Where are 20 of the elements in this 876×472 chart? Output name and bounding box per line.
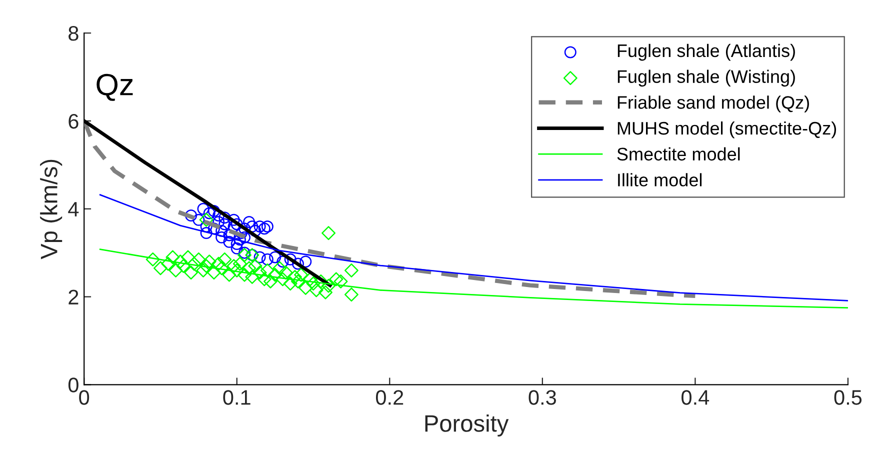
y-tick-label: 4	[68, 202, 79, 216]
y-axis-title: Vp (km/s)	[40, 160, 62, 260]
x-tick-label: 0.4	[682, 390, 710, 405]
annotation: Qz	[96, 74, 133, 101]
y-tick-label: 0	[68, 378, 78, 392]
x-tick-label: 0	[79, 390, 90, 405]
y-tick-label: 2	[68, 290, 78, 304]
x-tick-label: 0.1	[223, 390, 250, 405]
y-tick-label: 8	[68, 26, 78, 41]
legend-label: Fuglen shale (Wisting)	[618, 70, 795, 87]
x-tick-label: 0.5	[834, 390, 862, 405]
legend-label: Illite model	[618, 173, 702, 186]
legend-label: Fuglen shale (Atlantis)	[618, 44, 795, 61]
legend-label: Friable sand model (Qz)	[618, 96, 809, 112]
x-tick-label: 0.2	[376, 390, 404, 405]
x-axis-title: Porosity	[425, 414, 509, 437]
legend-label: MUHS model (smectite-Qz)	[618, 121, 836, 138]
legend-label: Smectite model	[617, 147, 740, 161]
y-tick-label: 6	[68, 114, 78, 129]
x-tick-label: 0.3	[528, 390, 556, 405]
